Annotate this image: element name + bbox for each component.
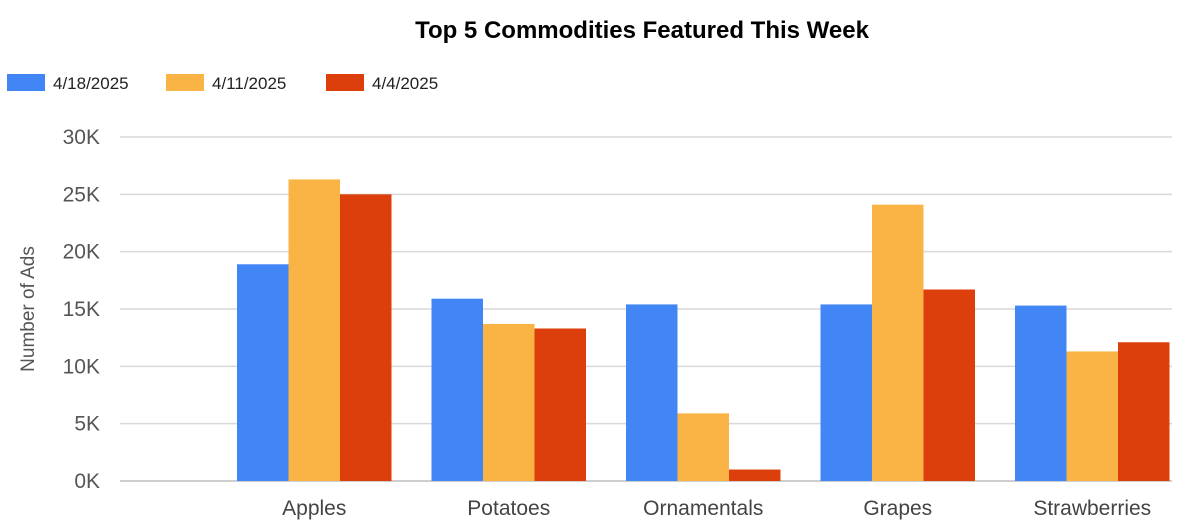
x-category-label: Strawberries — [1033, 497, 1151, 520]
chart-title: Top 5 Commodities Featured This Week — [415, 17, 870, 44]
legend-swatch-2 — [166, 74, 204, 91]
x-category-label: Ornamentals — [643, 497, 763, 520]
x-category-label: Potatoes — [467, 497, 550, 520]
x-category-label: Apples — [282, 497, 346, 520]
legend-swatch-1 — [7, 74, 45, 91]
legend-label-3: 4/4/2025 — [372, 74, 438, 93]
bar-ornamentals-1 — [626, 304, 678, 481]
y-tick-label: 25K — [63, 183, 100, 206]
legend-label-1: 4/18/2025 — [53, 74, 129, 93]
bar-potatoes-3 — [534, 328, 586, 481]
legend-label-2: 4/11/2025 — [212, 74, 286, 93]
bar-apples-1 — [237, 264, 289, 481]
y-tick-label: 20K — [63, 241, 100, 264]
y-tick-label: 30K — [63, 126, 100, 149]
x-category-label: Grapes — [863, 497, 932, 520]
bar-potatoes-2 — [483, 323, 535, 481]
y-axis-ticks: 0K 5K 10K 15K 20K 25K 30K — [63, 126, 100, 493]
bar-strawberries-1 — [1015, 305, 1067, 481]
legend: 4/18/2025 4/11/2025 4/4/2025 — [7, 74, 438, 93]
bar-grapes-1 — [820, 304, 872, 481]
y-axis-label: Number of Ads — [18, 246, 39, 372]
bar-grapes-2 — [872, 204, 924, 482]
bar-ornamentals-2 — [677, 413, 729, 481]
x-axis-categories: Apples Potatoes Ornamentals Grapes Strawberr… — [282, 497, 1151, 520]
bar-ornamentals-3 — [729, 469, 781, 481]
legend-swatch-3 — [326, 74, 364, 91]
bar-strawberries-3 — [1118, 342, 1170, 481]
bar-apples-3 — [340, 194, 392, 482]
bar-apples-2 — [288, 179, 340, 481]
y-tick-label: 10K — [63, 355, 100, 378]
bar-strawberries-2 — [1066, 351, 1118, 481]
bar-grapes-3 — [923, 289, 975, 481]
bar-potatoes-1 — [431, 298, 483, 481]
y-tick-label: 0K — [74, 470, 100, 493]
y-tick-label: 15K — [63, 298, 100, 321]
bars — [237, 179, 1170, 482]
y-tick-label: 5K — [74, 413, 100, 436]
